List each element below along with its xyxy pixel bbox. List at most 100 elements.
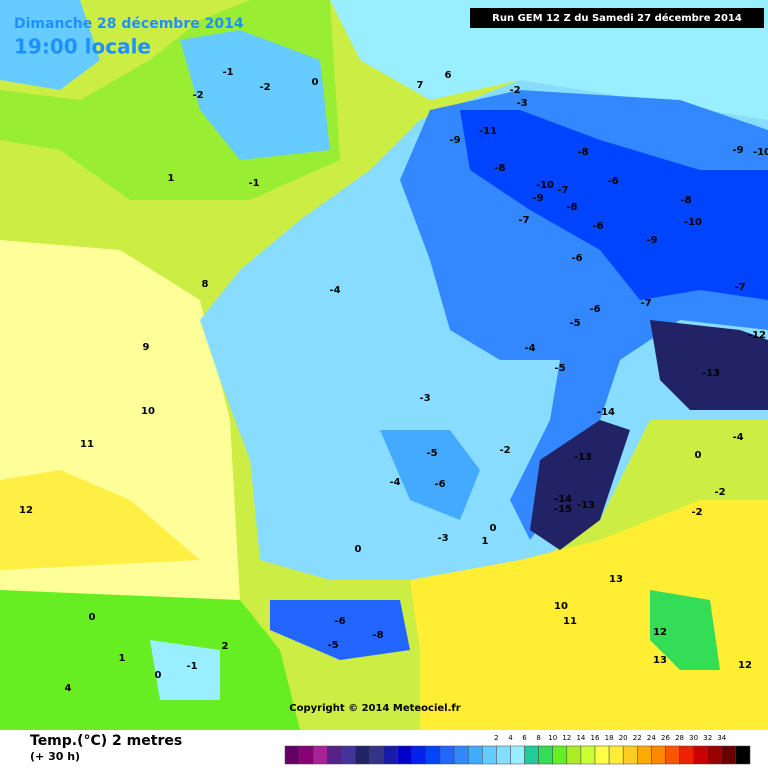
- contour-label: -6: [592, 221, 603, 232]
- contour-label: -6: [434, 479, 445, 490]
- contour-label: 11: [563, 616, 577, 627]
- contour-label: -10: [536, 180, 554, 191]
- legend-tick: 26: [661, 734, 670, 742]
- contour-label: -1: [186, 661, 197, 672]
- legend-swatch: [383, 745, 398, 765]
- contour-label: -3: [516, 98, 527, 109]
- contour-label: 13: [609, 574, 623, 585]
- contour-label: 10: [554, 601, 568, 612]
- date: Dimanche 28 décembre 2014: [14, 16, 244, 32]
- contour-label: -5: [327, 640, 338, 651]
- legend-tick: 32: [703, 734, 712, 742]
- contour-label: -13: [577, 500, 595, 511]
- legend-swatch: [298, 745, 314, 765]
- legend-swatch: [496, 745, 511, 765]
- legend-tick: 14: [576, 734, 585, 742]
- legend-tick: 18: [605, 734, 614, 742]
- legend-tick: 2: [494, 734, 498, 742]
- contour-label: -3: [419, 393, 430, 404]
- contour-label: -2: [192, 90, 203, 101]
- legend-swatch: [594, 745, 610, 765]
- contour-label: -2: [509, 85, 520, 96]
- legend-swatch: [524, 745, 539, 765]
- legend-swatch: [707, 745, 723, 765]
- legend-swatch: [580, 745, 596, 765]
- legend-swatch: [482, 745, 497, 765]
- legend-swatch: [566, 745, 582, 765]
- contour-label: 13: [653, 655, 667, 666]
- contour-label: -9: [646, 235, 657, 246]
- legend-swatch: [608, 745, 624, 765]
- contour-label: -14: [597, 407, 615, 418]
- contour-label: -6: [571, 253, 582, 264]
- contour-label: -4: [524, 343, 535, 354]
- legend-swatch: [312, 745, 328, 765]
- contour-label: -4: [732, 432, 743, 443]
- contour-label: -5: [554, 363, 565, 374]
- contour-label: -11: [479, 126, 497, 137]
- contour-label: -9: [449, 135, 460, 146]
- legend-swatch: [679, 745, 694, 765]
- contour-label: 2: [222, 641, 229, 652]
- contour-label: 0: [695, 450, 702, 461]
- contour-label: -1: [222, 67, 233, 78]
- legend-tick: 20: [619, 734, 628, 742]
- contour-label: -5: [426, 448, 437, 459]
- legend-tick: 28: [675, 734, 684, 742]
- contour-label: -13: [702, 368, 720, 379]
- run-info: Run GEM 12 Z du Samedi 27 décembre 2014: [492, 12, 742, 24]
- contour-label: -2: [691, 507, 702, 518]
- legend-swatch: [341, 745, 356, 765]
- lead-time: (+ 30 h): [30, 750, 80, 763]
- contour-label: -7: [640, 298, 651, 309]
- legend-swatch: [411, 745, 427, 765]
- legend-tick: 34: [717, 734, 726, 742]
- contour-label: -13: [574, 452, 592, 463]
- contour-label: -14: [554, 494, 572, 505]
- legend-swatch: [538, 745, 553, 765]
- contour-label: -12: [748, 330, 766, 341]
- contour-label: 0: [155, 670, 162, 681]
- contour-label: -10: [753, 147, 768, 158]
- legend-swatch: [693, 745, 708, 765]
- legend-swatch: [735, 745, 751, 765]
- contour-label: -7: [734, 282, 745, 293]
- contour-label: 10: [141, 406, 155, 417]
- legend-tick: 16: [591, 734, 600, 742]
- copyright: Copyright © 2014 Meteociel.fr: [289, 703, 460, 714]
- contour-label: -7: [557, 185, 568, 196]
- legend-swatch: [327, 745, 342, 765]
- legend-swatch: [651, 745, 666, 765]
- contour-label: -4: [329, 285, 340, 296]
- legend-tick: 12: [562, 734, 571, 742]
- contour-label: -8: [577, 147, 588, 158]
- contour-label: -8: [566, 202, 577, 213]
- contour-label: 0: [490, 523, 497, 534]
- contour-label: 0: [312, 77, 319, 88]
- legend-tick: 6: [522, 734, 527, 742]
- legend-swatch: [369, 745, 384, 765]
- contour-label: -2: [499, 445, 510, 456]
- contour-label: -9: [532, 193, 543, 204]
- contour-label: -10: [684, 217, 702, 228]
- legend-tick: 30: [689, 734, 698, 742]
- contour-label: 9: [143, 342, 150, 353]
- legend-swatch: [637, 745, 652, 765]
- contour-label: 12: [19, 505, 33, 516]
- legend-swatch: [467, 745, 483, 765]
- contour-label: 8: [202, 279, 209, 290]
- contour-label: -7: [518, 215, 529, 226]
- legend-swatch: [665, 745, 680, 765]
- contour-label: 1: [482, 536, 489, 547]
- contour-label: 0: [89, 612, 96, 623]
- legend-tick: 10: [548, 734, 557, 742]
- contour-label: -2: [259, 82, 270, 93]
- legend-tick: 24: [647, 734, 656, 742]
- contour-label: 7: [417, 80, 424, 91]
- contour-label: 12: [653, 627, 667, 638]
- contour-label: -8: [680, 195, 691, 206]
- contour-label: 0: [355, 544, 362, 555]
- contour-label: 4: [65, 683, 72, 694]
- legend-swatch: [397, 745, 413, 765]
